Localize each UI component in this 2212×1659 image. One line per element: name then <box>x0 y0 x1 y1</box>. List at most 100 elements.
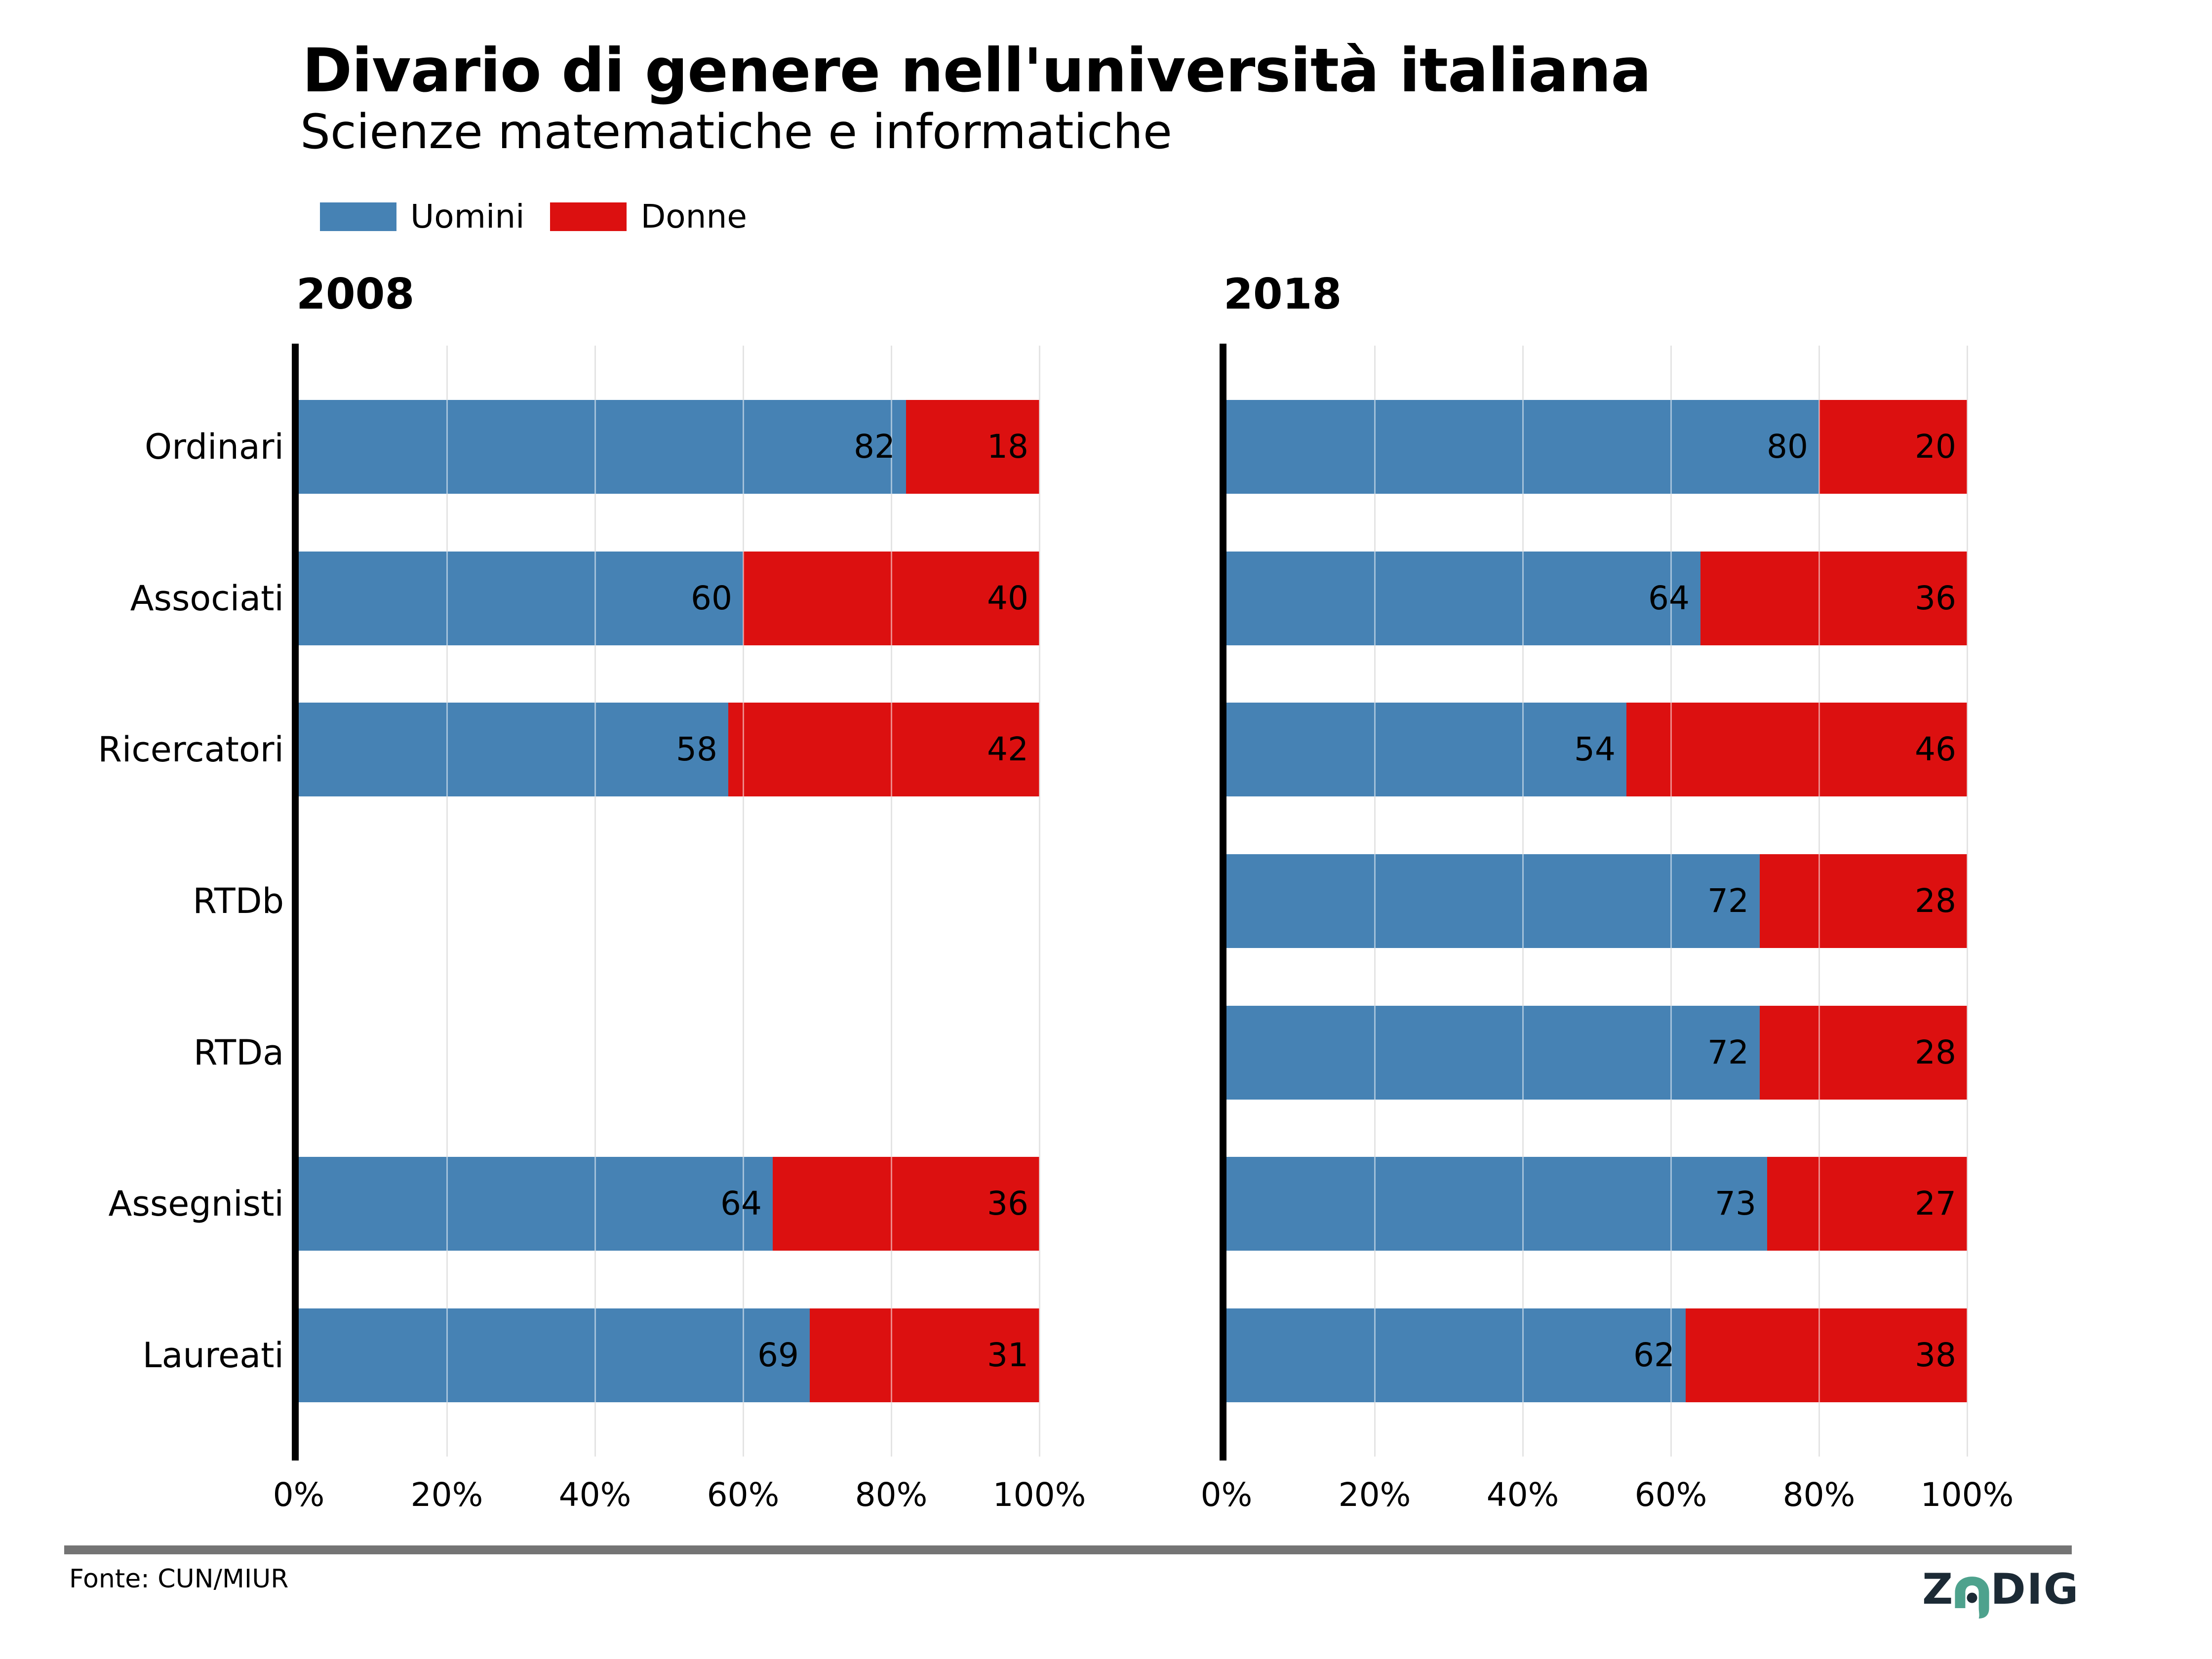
gridline-overlay-40 <box>594 346 596 1457</box>
value-label-2008-associati-uomini: 60 <box>691 579 732 617</box>
legend-swatch-donne <box>550 202 627 231</box>
chart-panel-2018: 80 20 64 36 54 46 72 28 72 28 73 27 62 38 0% 20% 40% 60% 8… <box>1201 344 2014 1511</box>
y-axis-spine <box>292 344 299 1461</box>
value-label-2008-ordinari-uomini: 82 <box>854 428 895 466</box>
y-axis-spine <box>1220 344 1226 1461</box>
segment-uomini <box>299 551 743 645</box>
segment-uomini <box>1226 1308 1686 1403</box>
segment-donne <box>1626 703 1967 797</box>
legend-label-donne: Donne <box>640 198 747 236</box>
gridline-overlay-80 <box>1818 346 1820 1457</box>
category-label-ricercatori: Ricercatori <box>98 729 284 770</box>
value-label-2008-ricercatori-uomini: 58 <box>676 730 717 769</box>
x-tick-80pct: 80% <box>1782 1476 1856 1514</box>
segment-uomini <box>1226 1005 1760 1100</box>
category-label-rtdb: RTDb <box>193 881 284 921</box>
x-tick-20pct: 20% <box>410 1476 483 1514</box>
segment-donne <box>773 1157 1039 1251</box>
segment-uomini <box>299 400 906 494</box>
gridline-overlay-100 <box>1966 346 1968 1457</box>
bar-2018-associati <box>1226 551 1967 645</box>
chart-panel-2008: 82 18 60 40 58 42 64 36 69 31 0% 20% 40% 60% 80% 100% <box>273 344 1086 1511</box>
value-label-2018-laureati-donne: 38 <box>1915 1336 1956 1375</box>
segment-uomini <box>1226 551 1700 645</box>
x-tick-0pct: 0% <box>273 1476 325 1514</box>
bar-2018-rtdb <box>1226 854 1967 948</box>
segment-donne <box>1767 1157 1967 1251</box>
value-label-2008-assegnisti-uomini: 64 <box>720 1185 762 1223</box>
legend-label-uomini: Uomini <box>410 198 525 236</box>
x-tick-60pct: 60% <box>707 1476 780 1514</box>
bar-2018-assegnisti <box>1226 1157 1967 1251</box>
segment-donne <box>906 400 1039 494</box>
value-label-2018-ricercatori-donne: 46 <box>1915 730 1956 769</box>
x-tick-20pct: 20% <box>1338 1476 1411 1514</box>
gridline-overlay-60 <box>742 346 744 1457</box>
footer-divider <box>64 1545 2072 1554</box>
value-label-2008-laureati-donne: 31 <box>987 1336 1028 1375</box>
x-tick-40pct: 40% <box>558 1476 632 1514</box>
x-tick-80pct: 80% <box>855 1476 928 1514</box>
segment-donne <box>1819 400 1967 494</box>
value-label-2018-associati-donne: 36 <box>1915 579 1956 617</box>
segment-uomini <box>299 1308 810 1403</box>
category-label-ordinari: Ordinari <box>144 427 284 467</box>
page-subtitle: Scienze matematiche e informatiche <box>300 104 1172 159</box>
bar-2008-associati <box>299 551 1039 645</box>
segment-donne <box>1760 854 1967 948</box>
value-label-2018-associati-uomini: 64 <box>1648 579 1690 617</box>
value-label-2008-ordinari-donne: 18 <box>987 428 1028 466</box>
gridline-overlay-60 <box>1670 346 1672 1457</box>
value-label-2008-assegnisti-donne: 36 <box>987 1185 1028 1223</box>
bar-2008-assegnisti <box>299 1157 1039 1251</box>
panel-year-2018: 2018 <box>1224 270 1342 319</box>
value-label-2018-rtdb-donne: 28 <box>1915 882 1956 920</box>
value-label-2018-assegnisti-uomini: 73 <box>1715 1185 1756 1223</box>
x-tick-100pct: 100% <box>1920 1476 2014 1514</box>
x-tick-60pct: 60% <box>1634 1476 1707 1514</box>
segment-uomini <box>299 703 728 797</box>
bar-2018-ordinari <box>1226 400 1967 494</box>
zadig-logo: Z DIG <box>1922 1568 2079 1619</box>
bar-2008-ordinari <box>299 400 1039 494</box>
bar-2018-ricercatori <box>1226 703 1967 797</box>
segment-donne <box>810 1308 1039 1403</box>
category-label-laureati: Laureati <box>142 1335 284 1376</box>
x-tick-100pct: 100% <box>992 1476 1086 1514</box>
x-tick-40pct: 40% <box>1486 1476 1559 1514</box>
category-label-assegnisti: Assegnisti <box>108 1184 284 1224</box>
value-label-2018-laureati-uomini: 62 <box>1633 1336 1675 1375</box>
page-title: Divario di genere nell'università italia… <box>302 36 1652 106</box>
segment-uomini <box>1226 703 1626 797</box>
gridline-overlay-100 <box>1038 346 1040 1457</box>
gridline-overlay-40 <box>1522 346 1524 1457</box>
value-label-2018-rtdb-uomini: 72 <box>1707 882 1749 920</box>
category-label-associati: Associati <box>130 578 284 619</box>
value-label-2008-ricercatori-donne: 42 <box>987 730 1028 769</box>
segment-uomini <box>1226 1157 1767 1251</box>
value-label-2018-ordinari-donne: 20 <box>1915 428 1956 466</box>
value-label-2008-associati-donne: 40 <box>987 579 1028 617</box>
value-label-2018-rtda-uomini: 72 <box>1707 1033 1749 1071</box>
gridline-overlay-80 <box>890 346 892 1457</box>
gridline-overlay-20 <box>1374 346 1376 1457</box>
value-label-2008-laureati-uomini: 69 <box>757 1336 799 1375</box>
value-label-2018-ordinari-uomini: 80 <box>1767 428 1808 466</box>
value-label-2018-rtda-donne: 28 <box>1915 1033 1956 1071</box>
bar-2018-laureati <box>1226 1308 1967 1403</box>
legend-swatch-uomini <box>320 202 396 231</box>
value-label-2018-assegnisti-donne: 27 <box>1915 1185 1956 1223</box>
segment-uomini <box>299 1157 773 1251</box>
segment-donne <box>728 703 1039 797</box>
value-label-2018-ricercatori-uomini: 54 <box>1574 730 1616 769</box>
x-tick-0pct: 0% <box>1200 1476 1253 1514</box>
bar-2008-laureati <box>299 1308 1039 1403</box>
segment-donne <box>1686 1308 1967 1403</box>
bar-2008-ricercatori <box>299 703 1039 797</box>
legend: Uomini Donne <box>320 198 773 236</box>
logo-letter-z: Z <box>1922 1565 1954 1614</box>
category-label-rtda: RTDa <box>193 1032 284 1073</box>
gridline-overlay-20 <box>446 346 448 1457</box>
segment-donne <box>1700 551 1967 645</box>
source-note: Fonte: CUN/MIUR <box>69 1564 289 1594</box>
